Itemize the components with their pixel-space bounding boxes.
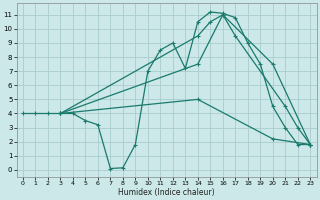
X-axis label: Humidex (Indice chaleur): Humidex (Indice chaleur) <box>118 188 215 197</box>
